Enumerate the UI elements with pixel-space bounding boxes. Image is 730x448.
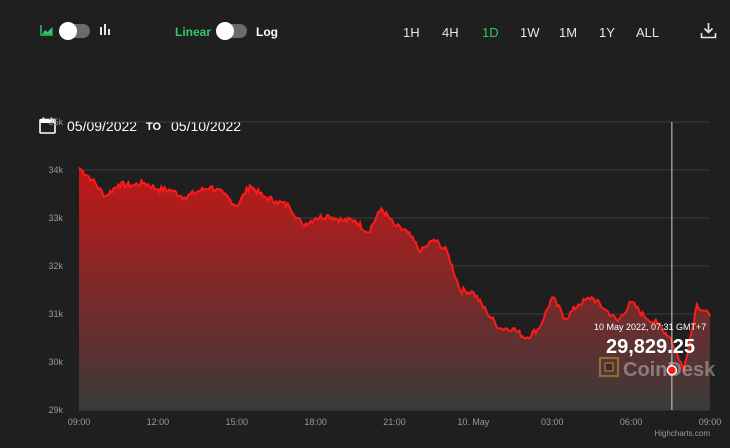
x-tick-label: 15:00: [225, 417, 248, 427]
date-range-selector: TO: [0, 56, 730, 134]
price-line: [78, 166, 711, 375]
range-4h-button[interactable]: 4H: [442, 25, 459, 40]
tooltip-price: 29,829.25: [606, 336, 695, 358]
x-axis: 09:00 12:00 15:00 18:00 21:00 10. May 03:00 06:…: [68, 417, 722, 427]
x-tick-label: 09:00: [68, 417, 91, 427]
area-chart-icon[interactable]: [40, 24, 54, 36]
range-1w-button[interactable]: 1W: [520, 25, 540, 40]
range-1d-button[interactable]: 1D: [482, 25, 499, 40]
x-tick-label: 03:00: [541, 417, 564, 427]
date-to-label: TO: [146, 121, 162, 133]
log-scale-label[interactable]: Log: [256, 25, 278, 39]
y-tick-label: 35k: [48, 117, 63, 127]
x-tick-label: 09:00: [699, 417, 722, 427]
x-tick-label: 18:00: [304, 417, 327, 427]
scale-toggle[interactable]: [216, 22, 247, 40]
bar-chart-icon[interactable]: [99, 23, 111, 36]
y-tick-label: 29k: [48, 405, 63, 415]
download-icon[interactable]: [700, 22, 717, 39]
coindesk-logo-icon: [598, 356, 620, 378]
price-area: [79, 167, 710, 410]
toggle-knob: [59, 22, 77, 40]
x-tick-label: 12:00: [147, 417, 170, 427]
y-tick-label: 30k: [48, 357, 63, 367]
x-tick-label: 21:00: [383, 417, 406, 427]
y-tick-label: 33k: [48, 213, 63, 223]
y-tick-label: 34k: [48, 165, 63, 175]
x-tick-label: 06:00: [620, 417, 643, 427]
range-1h-button[interactable]: 1H: [403, 25, 420, 40]
x-tick-label: 10. May: [457, 417, 490, 427]
range-all-button[interactable]: ALL: [636, 25, 660, 40]
highcharts-credit[interactable]: Highcharts.com: [654, 429, 710, 438]
range-1y-button[interactable]: 1Y: [599, 25, 615, 40]
chart-toolbar: Linear Log 1H 4H 1D 1W 1M 1Y ALL: [0, 0, 730, 60]
y-tick-label: 31k: [48, 309, 63, 319]
highlight-point: [666, 364, 678, 376]
toggle-knob: [216, 22, 234, 40]
range-1m-button[interactable]: 1M: [559, 25, 578, 40]
linear-scale-label[interactable]: Linear: [175, 25, 212, 39]
y-axis: 29k 30k 31k 32k 33k 34k 35k: [48, 117, 63, 415]
tooltip-date: 10 May 2022, 07:31 GMT+7: [594, 322, 706, 332]
calendar-icon[interactable]: [39, 117, 56, 134]
y-tick-label: 32k: [48, 261, 63, 271]
chart-type-toggle[interactable]: [59, 22, 90, 40]
